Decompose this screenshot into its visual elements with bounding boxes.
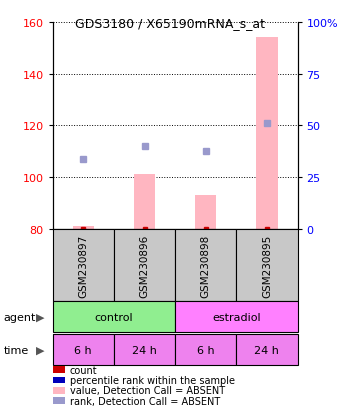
Text: percentile rank within the sample: percentile rank within the sample <box>70 375 235 385</box>
Text: GSM230895: GSM230895 <box>262 234 272 297</box>
Text: GSM230896: GSM230896 <box>139 234 150 297</box>
Text: 24 h: 24 h <box>254 345 279 355</box>
Text: agent: agent <box>3 312 36 322</box>
Text: ▶: ▶ <box>36 312 44 322</box>
Bar <box>175 229 236 301</box>
Text: rank, Detection Call = ABSENT: rank, Detection Call = ABSENT <box>70 396 220 406</box>
Bar <box>53 229 114 301</box>
Bar <box>195 196 216 229</box>
Text: estradiol: estradiol <box>212 312 261 322</box>
Text: GDS3180 / X65190mRNA_s_at: GDS3180 / X65190mRNA_s_at <box>75 17 265 29</box>
Text: 6 h: 6 h <box>197 345 215 355</box>
Bar <box>53 335 114 366</box>
Bar <box>53 301 175 332</box>
Bar <box>236 229 298 301</box>
Bar <box>114 335 175 366</box>
Text: 24 h: 24 h <box>132 345 157 355</box>
Bar <box>236 335 298 366</box>
Bar <box>256 38 278 229</box>
Bar <box>73 227 94 229</box>
Bar <box>175 301 298 332</box>
Bar <box>114 229 175 301</box>
Bar <box>134 175 155 229</box>
Text: value, Detection Call = ABSENT: value, Detection Call = ABSENT <box>70 385 225 395</box>
Text: GSM230897: GSM230897 <box>78 234 88 297</box>
Text: ▶: ▶ <box>36 345 44 355</box>
Bar <box>175 335 236 366</box>
Text: control: control <box>95 312 133 322</box>
Text: count: count <box>70 365 97 375</box>
Text: time: time <box>3 345 29 355</box>
Text: GSM230898: GSM230898 <box>201 234 211 297</box>
Text: 6 h: 6 h <box>74 345 92 355</box>
